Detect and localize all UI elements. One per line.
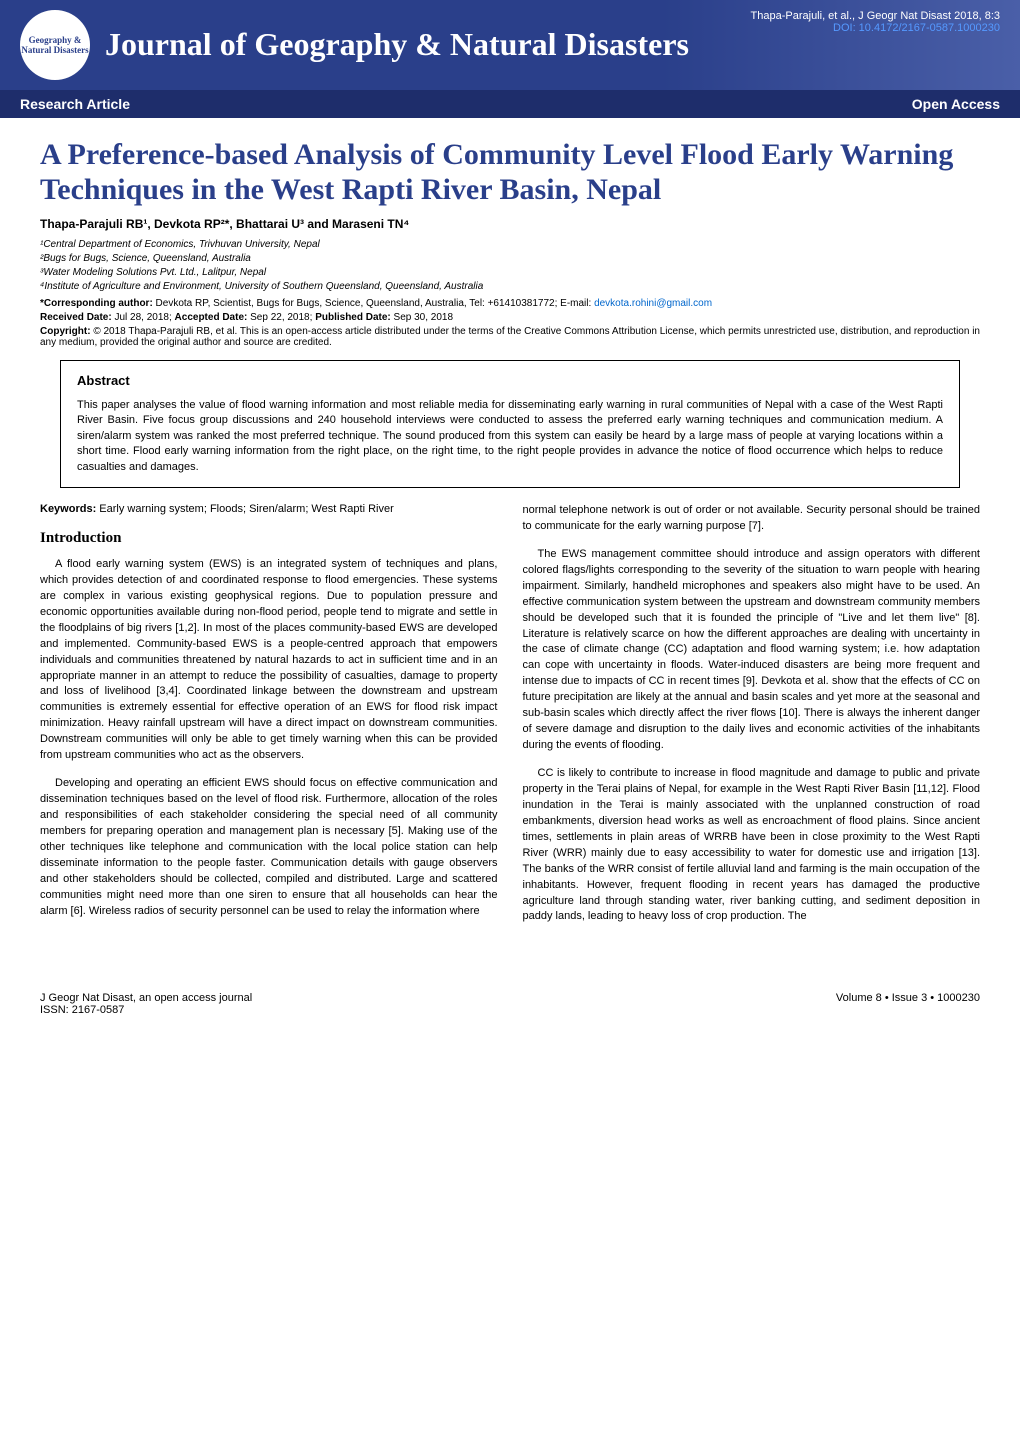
right-column: normal telephone network is out of order…	[523, 503, 981, 937]
publication-dates: Received Date: Jul 28, 2018; Accepted Da…	[40, 312, 980, 323]
corresponding-label: *Corresponding author:	[40, 298, 153, 309]
authors-list: Thapa-Parajuli RB¹, Devkota RP²*, Bhatta…	[40, 217, 980, 231]
footer-right: Volume 8 • Issue 3 • 1000230	[836, 992, 980, 1016]
body-columns: Keywords: Early warning system; Floods; …	[40, 503, 980, 937]
body-paragraph: The EWS management committee should intr…	[523, 547, 981, 754]
received-label: Received Date:	[40, 312, 112, 323]
body-paragraph: A flood early warning system (EWS) is an…	[40, 557, 498, 764]
copyright-notice: Copyright: © 2018 Thapa-Parajuli RB, et …	[40, 326, 980, 348]
left-column: Keywords: Early warning system; Floods; …	[40, 503, 498, 937]
abstract-heading: Abstract	[77, 373, 943, 388]
journal-name: Journal of Geography & Natural Disasters	[105, 27, 689, 62]
keywords-label: Keywords:	[40, 503, 96, 515]
open-access-label: Open Access	[912, 96, 1000, 112]
body-paragraph: CC is likely to contribute to increase i…	[523, 766, 981, 925]
published-date: Sep 30, 2018	[391, 312, 453, 323]
affiliation-4: ⁴Institute of Agriculture and Environmen…	[40, 281, 980, 292]
logo-text: Geography & Natural Disasters	[20, 35, 90, 55]
received-date: Jul 28, 2018;	[112, 312, 175, 323]
page-footer: J Geogr Nat Disast, an open access journ…	[0, 977, 1020, 1031]
copyright-label: Copyright:	[40, 326, 91, 337]
affiliation-1: ¹Central Department of Economics, Trivhu…	[40, 239, 980, 250]
journal-logo: Geography & Natural Disasters	[20, 10, 90, 80]
article-type-label: Research Article	[20, 96, 130, 112]
citation-text: Thapa-Parajuli, et al., J Geogr Nat Disa…	[751, 10, 1000, 22]
doi-link[interactable]: DOI: 10.4172/2167-0587.1000230	[751, 22, 1000, 34]
body-paragraph: Developing and operating an efficient EW…	[40, 776, 498, 919]
affiliation-3: ³Water Modeling Solutions Pvt. Ltd., Lal…	[40, 267, 980, 278]
footer-left: J Geogr Nat Disast, an open access journ…	[40, 992, 252, 1016]
corresponding-email[interactable]: devkota.rohini@gmail.com	[594, 298, 712, 309]
affiliation-2: ²Bugs for Bugs, Science, Queensland, Aus…	[40, 253, 980, 264]
body-paragraph: normal telephone network is out of order…	[523, 503, 981, 535]
abstract-box: Abstract This paper analyses the value o…	[60, 360, 960, 488]
published-label: Published Date:	[315, 312, 391, 323]
keywords-text: Early warning system; Floods; Siren/alar…	[96, 503, 394, 515]
corresponding-author: *Corresponding author: Devkota RP, Scien…	[40, 298, 980, 309]
footer-journal-info: J Geogr Nat Disast, an open access journ…	[40, 992, 252, 1004]
abstract-text: This paper analyses the value of flood w…	[77, 398, 943, 475]
header-citation-block: Thapa-Parajuli, et al., J Geogr Nat Disa…	[751, 10, 1000, 34]
keywords-block: Keywords: Early warning system; Floods; …	[40, 503, 498, 515]
copyright-text: © 2018 Thapa-Parajuli RB, et al. This is…	[40, 326, 980, 348]
accepted-date: Sep 22, 2018;	[247, 312, 315, 323]
corresponding-text: Devkota RP, Scientist, Bugs for Bugs, Sc…	[153, 298, 594, 309]
introduction-heading: Introduction	[40, 530, 498, 547]
accepted-label: Accepted Date:	[175, 312, 248, 323]
article-type-bar: Research Article Open Access	[0, 90, 1020, 118]
article-title: A Preference-based Analysis of Community…	[40, 138, 980, 207]
article-content: A Preference-based Analysis of Community…	[0, 118, 1020, 957]
footer-issn: ISSN: 2167-0587	[40, 1004, 252, 1016]
journal-header: Geography & Natural Disasters Journal of…	[0, 0, 1020, 90]
